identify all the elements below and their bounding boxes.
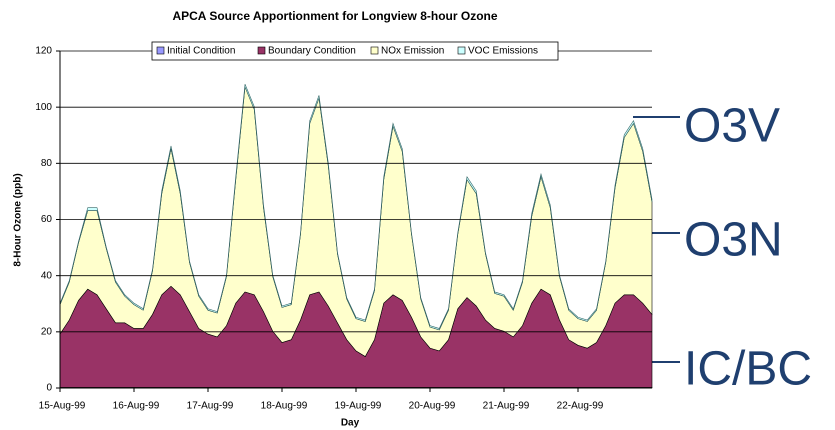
plot — [59, 84, 653, 389]
x-tick-label: 20-Aug-99 — [409, 401, 456, 412]
y-tick-label: 40 — [41, 270, 53, 281]
legend-swatch — [257, 46, 266, 55]
annotation: O3V — [684, 100, 780, 153]
y-tick-label: 0 — [46, 383, 52, 394]
legend-box — [151, 41, 559, 61]
legend-label: NOx Emission — [381, 46, 444, 57]
area — [59, 86, 653, 357]
x-tick-label: 15-Aug-99 — [39, 401, 86, 412]
annotation: O3N — [684, 214, 783, 267]
x-tick-label: 22-Aug-99 — [557, 401, 604, 412]
legend-swatch — [370, 46, 379, 55]
chart-title: APCA Source Apportionment for Longview 8… — [172, 9, 497, 23]
y-axis-label: 8-Hour Ozone (ppb) — [13, 173, 24, 266]
x-axis-label: Day — [341, 418, 360, 429]
x-tick-label: 17-Aug-99 — [187, 401, 234, 412]
y-tick-label: 120 — [35, 46, 52, 57]
y-tick-label: 60 — [41, 214, 53, 225]
legend-label: Boundary Condition — [268, 46, 356, 57]
legend: Initial Condition Boundary Condition NOx E… — [151, 41, 559, 61]
area — [59, 84, 653, 331]
y-tick-label: 100 — [35, 102, 52, 113]
x-tick-label: 16-Aug-99 — [113, 401, 160, 412]
y-tick-label: 20 — [41, 326, 53, 337]
annotation: IC/BC — [684, 343, 812, 396]
legend-label: VOC Emissions — [468, 46, 538, 57]
legend-swatch — [156, 46, 165, 55]
y-tick-label: 80 — [41, 158, 53, 169]
x-tick-label: 18-Aug-99 — [261, 401, 308, 412]
legend-swatch — [457, 46, 466, 55]
x-tick-label: 19-Aug-99 — [335, 401, 382, 412]
x-tick-label: 21-Aug-99 — [483, 401, 530, 412]
legend-label: Initial Condition — [167, 46, 235, 57]
